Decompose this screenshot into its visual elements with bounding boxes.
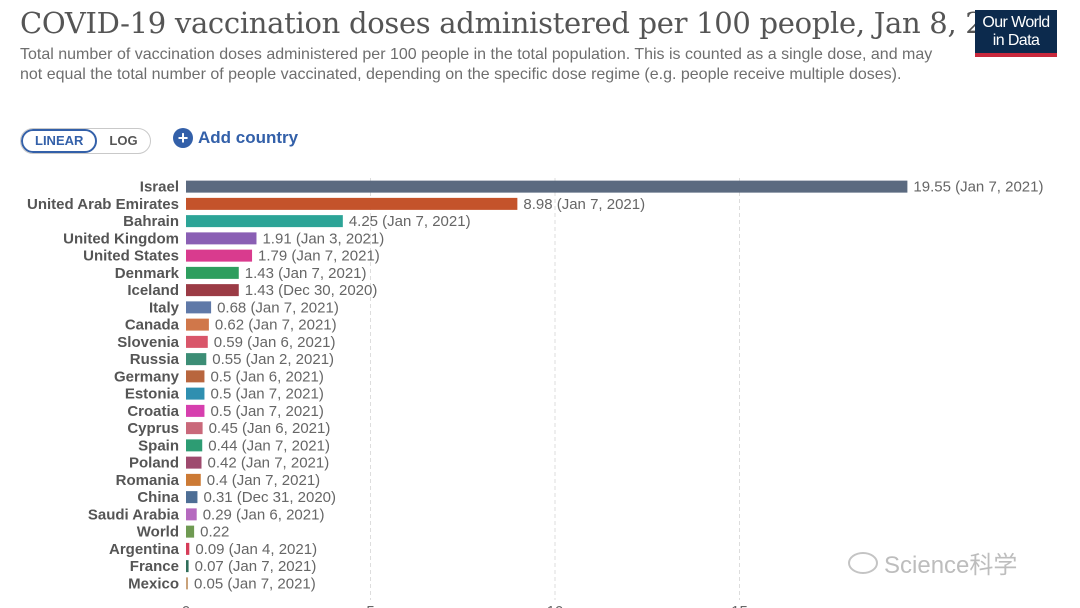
value-label: 0.68 (Jan 7, 2021) bbox=[217, 299, 339, 316]
category-label: Cyprus bbox=[127, 420, 179, 437]
bar bbox=[186, 318, 209, 331]
bar bbox=[186, 370, 205, 383]
category-label: China bbox=[137, 489, 179, 506]
bar bbox=[186, 232, 257, 245]
category-label: Romania bbox=[116, 472, 180, 489]
value-label: 1.79 (Jan 7, 2021) bbox=[258, 248, 380, 265]
add-country-label: Add country bbox=[198, 128, 299, 147]
category-label: Argentina bbox=[109, 541, 180, 558]
value-label: 1.43 (Jan 7, 2021) bbox=[245, 265, 367, 282]
bar bbox=[186, 456, 202, 469]
watermark: Science科学 bbox=[848, 545, 1017, 580]
category-label: Denmark bbox=[115, 265, 180, 282]
value-label: 4.25 (Jan 7, 2021) bbox=[349, 213, 471, 230]
value-label: 0.42 (Jan 7, 2021) bbox=[207, 455, 329, 472]
logo-line-1: Our World bbox=[982, 14, 1050, 31]
category-label: Russia bbox=[130, 351, 180, 368]
category-label: United Kingdom bbox=[63, 230, 179, 247]
owid-logo[interactable]: Our World in Data bbox=[975, 10, 1057, 57]
bar bbox=[186, 491, 198, 504]
value-label: 19.55 (Jan 7, 2021) bbox=[913, 179, 1043, 196]
bar bbox=[186, 422, 203, 435]
value-label: 0.5 (Jan 7, 2021) bbox=[210, 386, 323, 403]
linear-scale-button[interactable]: LINEAR bbox=[21, 129, 98, 153]
value-label: 8.98 (Jan 7, 2021) bbox=[523, 196, 645, 213]
value-label: 0.5 (Jan 7, 2021) bbox=[210, 403, 323, 420]
value-label: 0.45 (Jan 6, 2021) bbox=[209, 420, 331, 437]
category-label: Spain bbox=[138, 437, 179, 454]
x-tick-label: 10 bbox=[547, 603, 564, 608]
bar bbox=[186, 197, 518, 210]
value-label: 0.07 (Jan 7, 2021) bbox=[195, 558, 317, 575]
value-label: 0.55 (Jan 2, 2021) bbox=[212, 351, 334, 368]
category-label: Mexico bbox=[128, 575, 179, 592]
value-label: 0.22 bbox=[200, 524, 229, 541]
x-tick-label: 5 bbox=[366, 603, 374, 608]
category-label: Germany bbox=[114, 368, 180, 385]
bar bbox=[186, 404, 205, 417]
category-label: Croatia bbox=[127, 403, 179, 420]
bar bbox=[186, 542, 190, 555]
bar bbox=[186, 473, 201, 486]
bar bbox=[186, 335, 208, 348]
logo-line-2: in Data bbox=[992, 32, 1040, 49]
category-label: Bahrain bbox=[123, 213, 179, 230]
watermark-text: Science科学 bbox=[884, 552, 1018, 579]
bar bbox=[186, 439, 203, 452]
bar bbox=[186, 215, 343, 228]
category-label: World bbox=[137, 524, 179, 541]
value-label: 0.44 (Jan 7, 2021) bbox=[208, 437, 330, 454]
category-label: Canada bbox=[125, 317, 180, 334]
bar bbox=[186, 353, 207, 366]
category-label: Italy bbox=[149, 299, 180, 316]
bar bbox=[186, 301, 212, 314]
value-label: 0.09 (Jan 4, 2021) bbox=[195, 541, 317, 558]
chart-subtitle: Total number of vaccination doses admini… bbox=[20, 46, 933, 83]
category-label: United States bbox=[83, 248, 179, 265]
value-label: 0.4 (Jan 7, 2021) bbox=[207, 472, 320, 489]
category-label: Israel bbox=[140, 179, 179, 196]
bar bbox=[186, 180, 908, 193]
bar bbox=[186, 266, 239, 279]
bar bbox=[186, 284, 239, 297]
value-label: 0.29 (Jan 6, 2021) bbox=[203, 506, 325, 523]
bar bbox=[186, 577, 188, 590]
value-label: 0.59 (Jan 6, 2021) bbox=[214, 334, 336, 351]
log-scale-button[interactable]: LOG bbox=[109, 133, 138, 148]
chart-title: COVID-19 vaccination doses administered … bbox=[20, 6, 1038, 40]
x-tick-label: 0 bbox=[182, 603, 190, 608]
bar bbox=[186, 560, 189, 573]
scale-toggle[interactable]: LINEAR LOG bbox=[20, 128, 151, 154]
category-label: Poland bbox=[129, 455, 179, 472]
add-country-button[interactable]: + Add country bbox=[173, 128, 298, 148]
bar bbox=[186, 387, 205, 400]
category-label: Saudi Arabia bbox=[88, 506, 180, 523]
category-label: United Arab Emirates bbox=[27, 196, 179, 213]
bar bbox=[186, 525, 195, 538]
wechat-icon bbox=[848, 551, 878, 574]
x-tick-label: 15 bbox=[731, 603, 748, 608]
category-label: France bbox=[130, 558, 179, 575]
plus-circle-icon: + bbox=[173, 128, 193, 148]
value-label: 0.62 (Jan 7, 2021) bbox=[215, 317, 337, 334]
value-label: 0.31 (Dec 31, 2020) bbox=[203, 489, 336, 506]
category-label: Iceland bbox=[127, 282, 179, 299]
value-label: 0.5 (Jan 6, 2021) bbox=[210, 368, 323, 385]
category-label: Estonia bbox=[125, 386, 180, 403]
value-label: 1.43 (Dec 30, 2020) bbox=[245, 282, 378, 299]
value-label: 1.91 (Jan 3, 2021) bbox=[262, 230, 384, 247]
bar bbox=[186, 249, 253, 262]
bar bbox=[186, 508, 197, 521]
category-label: Slovenia bbox=[117, 334, 179, 351]
value-label: 0.05 (Jan 7, 2021) bbox=[194, 575, 316, 592]
